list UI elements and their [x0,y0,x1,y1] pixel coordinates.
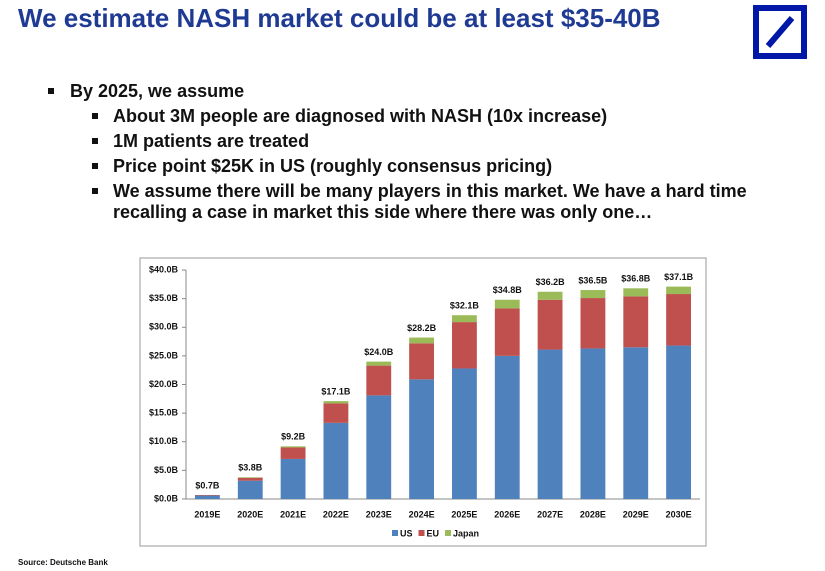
legend-label: US [400,528,413,538]
bar-segment [623,347,649,499]
x-tick-label: 2027E [537,509,563,519]
x-tick-label: 2021E [280,509,306,519]
x-tick-label: 2019E [194,509,220,519]
x-tick-label: 2028E [580,509,606,519]
total-label: $34.8B [493,285,523,295]
legend-label: EU [427,528,440,538]
bar-segment [323,403,349,423]
x-tick-label: 2022E [323,509,349,519]
bar-segment [409,379,435,499]
y-tick-label: $30.0B [149,322,179,332]
y-tick-label: $0.0B [154,493,179,503]
total-label: $28.2B [407,323,437,333]
x-tick-label: 2023E [366,509,392,519]
y-tick-label: $20.0B [149,379,179,389]
total-label: $37.1B [664,272,694,282]
bar-segment [323,422,349,499]
y-tick-label: $25.0B [149,350,179,360]
bullet: By 2025, we assume [47,81,245,101]
y-tick-label: $40.0B [149,264,179,274]
sub-bullet: We assume there will be many players in … [92,181,818,223]
x-tick-label: 2029E [623,509,649,519]
logo [753,5,807,59]
bar-segment [494,299,520,309]
bar-segment [366,365,392,396]
bar-segment [623,288,649,297]
bar-segment [494,355,520,499]
sub-bullet: 1M patients are treated [92,131,818,152]
bar-segment [323,401,349,404]
bar-segment [623,296,649,348]
total-label: $36.5B [578,275,608,285]
bar-segment [280,446,306,448]
legend-swatch [392,530,398,536]
legend-swatch [445,530,452,536]
bar-segment [580,290,606,299]
total-label: $0.7B [195,480,220,490]
bar-segment [580,298,606,349]
bar-segment [409,337,435,344]
bar-segment [666,345,692,499]
total-label: $3.8B [238,463,263,473]
bar-segment [537,299,563,350]
total-label: $36.2B [536,277,566,287]
bar-segment [666,294,692,346]
bar-segment [237,477,263,478]
bar-segment [280,458,306,499]
bar-segment [237,477,263,481]
bar-segment [494,308,520,356]
total-label: $9.2B [281,432,306,442]
y-tick-label: $15.0B [149,408,179,418]
legend-swatch [418,530,425,536]
total-label: $32.1B [450,301,480,311]
bar-segment [366,361,392,366]
bar-segment [194,495,220,499]
legend-label: Japan [453,528,479,538]
bar-segment [451,315,477,323]
bar-segment [237,480,263,499]
bar-segment [366,395,392,499]
x-tick-label: 2025E [451,509,477,519]
bar-segment [451,368,477,499]
bar-segment [409,343,435,380]
x-tick-label: 2024E [409,509,435,519]
total-label: $36.8B [621,274,651,284]
x-tick-label: 2026E [494,509,520,519]
bar-segment [194,494,220,496]
bar-segment [666,286,692,295]
total-label: $17.1B [321,386,351,396]
y-tick-label: $35.0B [149,293,179,303]
y-tick-label: $5.0B [154,465,179,475]
bar-segment [580,348,606,499]
x-tick-label: 2020E [237,509,263,519]
y-tick-label: $10.0B [149,436,179,446]
x-tick-label: 2030E [666,509,692,519]
total-label: $24.0B [364,347,394,357]
bar-segment [537,291,563,300]
bar-segment [451,322,477,369]
sub-bullet: Price point $25K in US (roughly consensu… [92,156,818,177]
bar-segment [280,447,306,459]
sub-bullet: About 3M people are diagnosed with NASH … [92,106,818,127]
slide-title: We estimate NASH market could be at leas… [18,3,661,33]
bar-segment [537,349,563,499]
source: Source: Deutsche Bank [18,558,108,567]
